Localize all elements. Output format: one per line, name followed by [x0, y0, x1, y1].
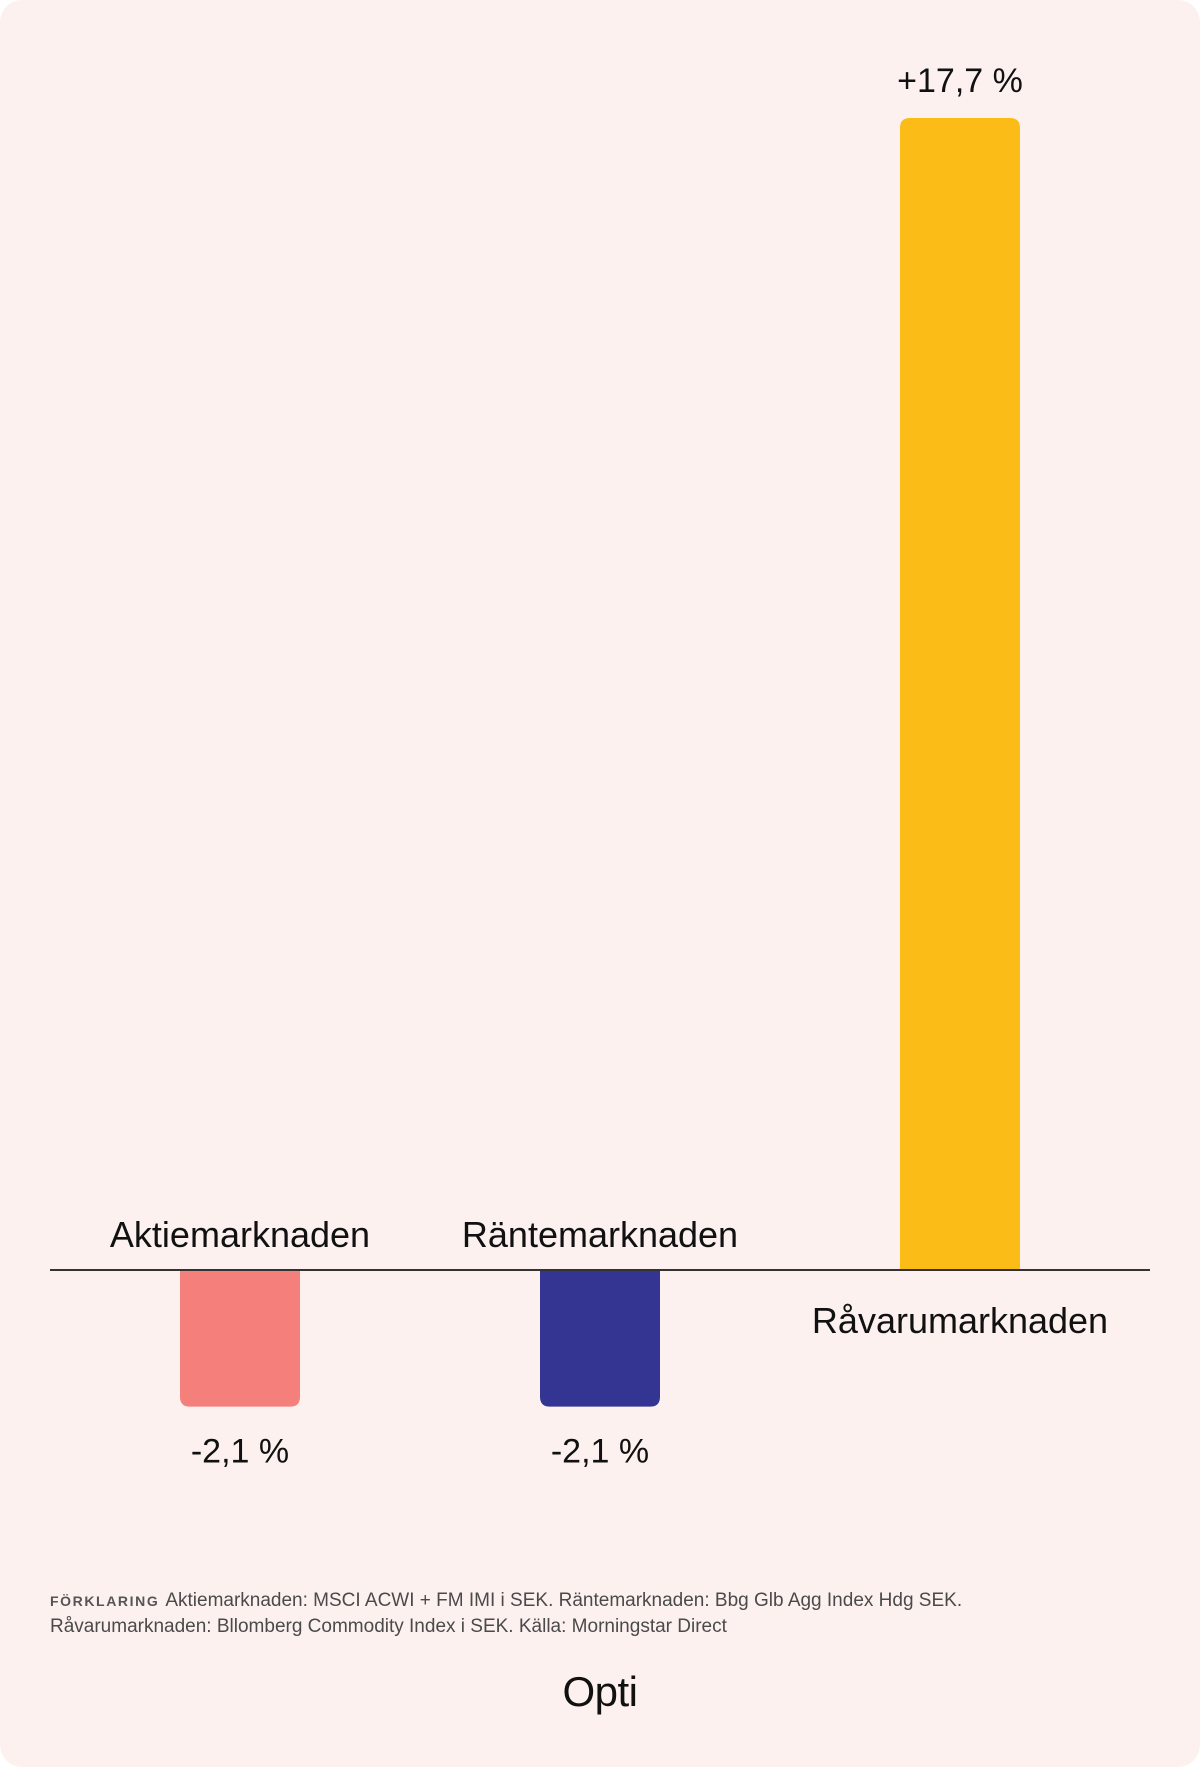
bar-0: [180, 1270, 300, 1407]
brand-logo: Opti: [562, 1668, 638, 1715]
value-label-0: -2,1 %: [191, 1433, 289, 1471]
category-label-0: Aktiemarknaden: [110, 1214, 370, 1255]
footnote-line-1: Aktiemarknaden: MSCI ACWI + FM IMI i SEK…: [165, 1590, 963, 1611]
footnote-line-2: Råvarumarknaden: Bllomberg Commodity Ind…: [50, 1616, 727, 1637]
bar-chart: -2,1 % Aktiemarknaden -2,1 % Räntemarknaden…: [50, 62, 1150, 1471]
footnote: FÖRKLARING Aktiemarknaden: MSCI ACWI + FM…: [50, 1588, 1150, 1639]
value-label-2: +17,7 %: [897, 62, 1023, 100]
bar-2: [900, 118, 1020, 1270]
bar-1: [540, 1270, 660, 1407]
category-label-1: Räntemarknaden: [462, 1214, 738, 1255]
footnote-kicker: FÖRKLARING: [50, 1593, 160, 1609]
value-label-1: -2,1 %: [551, 1433, 649, 1471]
category-label-2: Råvarumarknaden: [812, 1300, 1108, 1341]
